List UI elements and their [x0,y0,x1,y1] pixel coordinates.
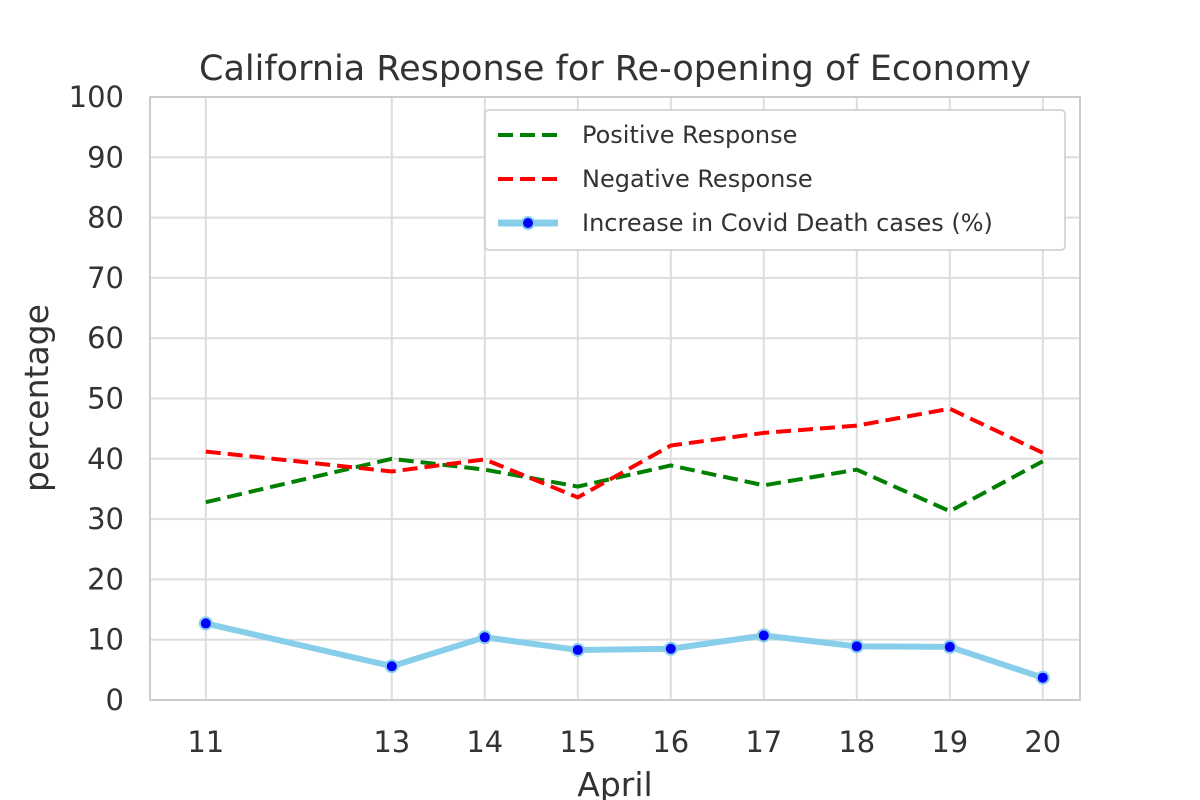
y-tick-labels: 0 10 20 30 40 50 60 70 80 90 100 [69,80,124,717]
data-point-increase-in-covid-death-cases [570,642,585,657]
data-point-increase-in-covid-death-cases [477,630,492,645]
y-tick-label: 90 [87,140,124,174]
legend-box [484,109,1066,251]
x-tick-label: 18 [838,725,875,759]
chart-title: California Response for Re-opening of Ec… [199,49,1031,89]
x-tick-label: 16 [652,725,689,759]
data-point-increase-in-covid-death-cases [384,659,399,674]
legend-label-negative: Negative Response [582,165,813,193]
legend-marker-deaths [521,216,535,230]
data-point-increase-in-covid-death-cases [198,616,213,631]
y-tick-label: 10 [87,623,124,657]
y-tick-label: 30 [87,502,124,536]
x-tick-label: 20 [1024,725,1061,759]
y-tick-label: 100 [69,80,124,114]
series-line-negative-response [205,406,1044,500]
x-tick-labels: 11 13 14 15 16 17 18 19 20 [187,725,1061,759]
legend-label-deaths: Increase in Covid Death cases (%) [582,209,993,237]
y-tick-label: 60 [87,321,124,355]
y-tick-label: 20 [87,562,124,596]
plot-frame [149,96,1081,701]
data-point-increase-in-covid-death-cases [663,641,678,656]
x-tick-label: 13 [373,725,410,759]
y-tick-label: 0 [106,683,124,717]
y-axis-label: percentage [17,304,56,492]
y-tick-label: 80 [87,201,124,235]
data-point-increase-in-covid-death-cases [849,639,864,654]
x-axis-label: April [577,765,652,800]
data-point-increase-in-covid-death-cases [942,639,957,654]
data-point-increase-in-covid-death-cases [756,628,771,643]
data-point-increase-in-covid-death-cases [1035,670,1050,685]
legend-label-positive: Positive Response [582,121,797,149]
x-tick-label: 19 [931,725,968,759]
x-tick-label: 14 [466,725,503,759]
y-tick-label: 40 [87,442,124,476]
y-tick-label: 70 [87,261,124,295]
series-group [198,406,1050,685]
series-line-positive-response [205,456,1044,514]
x-tick-label: 17 [745,725,782,759]
y-tick-label: 50 [87,382,124,416]
x-tick-label: 15 [559,725,596,759]
legend: Positive Response Negative Response Incr… [484,109,1066,251]
x-tick-label: 11 [187,725,224,759]
